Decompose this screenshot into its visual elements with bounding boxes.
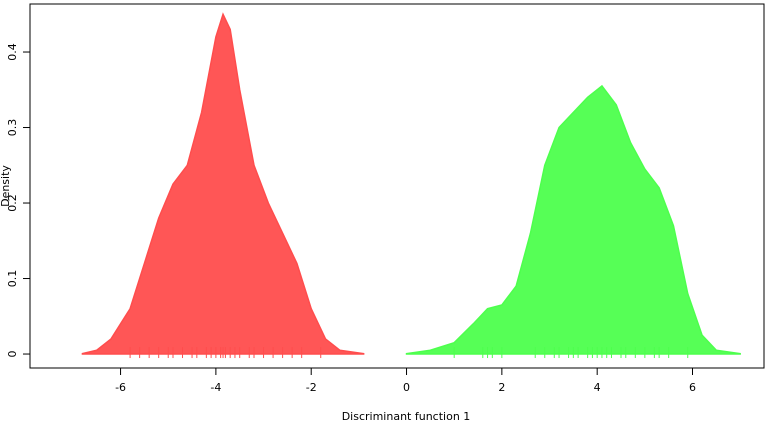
x-tick-label: 2 <box>498 381 505 394</box>
x-tick-label: -6 <box>115 381 126 394</box>
density-area <box>405 84 741 355</box>
density-area <box>81 12 365 355</box>
y-tick-label: 0.2 <box>6 194 19 212</box>
y-tick-label: 0.1 <box>6 270 19 288</box>
x-tick-label: 6 <box>689 381 696 394</box>
x-tick-label: 4 <box>594 381 601 394</box>
x-tick-label: -2 <box>306 381 317 394</box>
y-tick-label: 0.4 <box>6 43 19 61</box>
x-axis-label: Discriminant function 1 <box>342 410 471 423</box>
plot-frame <box>29 3 765 369</box>
y-axis-label: Density <box>0 165 12 207</box>
x-tick-label: -4 <box>210 381 221 394</box>
y-tick-label: 0 <box>6 351 19 358</box>
x-tick-label: 0 <box>403 381 410 394</box>
y-tick-label: 0.3 <box>6 119 19 137</box>
